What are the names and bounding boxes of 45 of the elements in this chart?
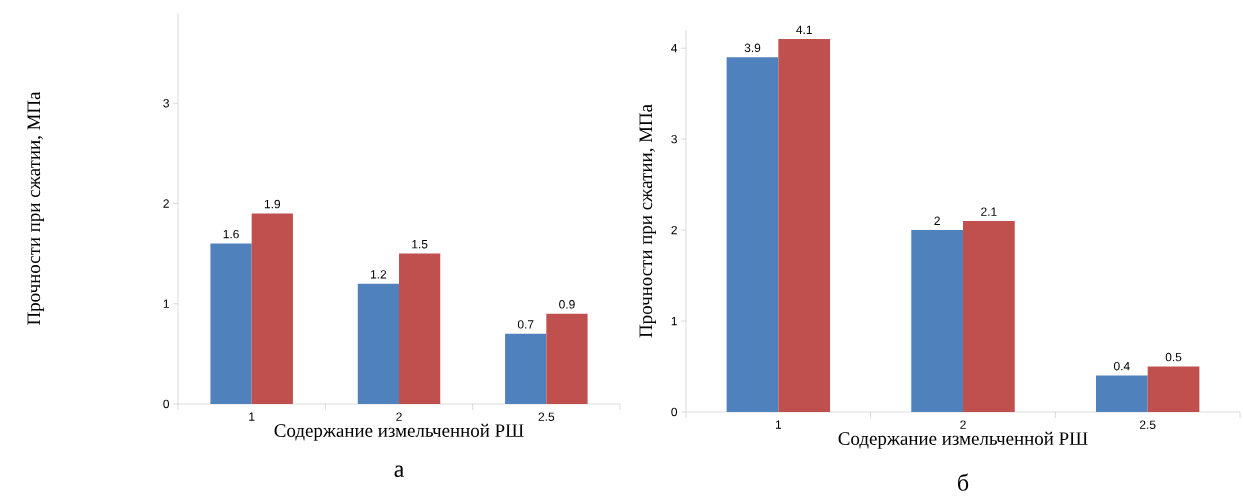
y-tick-label: 2 [163, 199, 169, 208]
x-tick-label: 1 [775, 420, 782, 429]
data-label: 4.1 [796, 25, 812, 34]
data-label: 0.9 [559, 300, 575, 309]
data-label: 3.9 [744, 43, 761, 53]
x-axis-title: Содержание измельченной РШ [274, 423, 524, 441]
text: б [958, 473, 969, 491]
y-tick-label: 4 [671, 44, 678, 53]
y-axis-title: Прочности при сжатии, МПа [27, 91, 44, 325]
x-axis-title: Содержание измельченной РШ [838, 431, 1088, 449]
bar [505, 333, 547, 404]
bar [726, 57, 779, 412]
bar [251, 213, 293, 404]
y-tick-label: 1 [163, 299, 169, 308]
x-tick-label: 2 [960, 420, 966, 429]
y-tick-label: 0 [671, 407, 678, 417]
data-label: 0.7 [517, 320, 534, 329]
bar [399, 253, 441, 404]
y-axis-title: Прочности при сжатии, МПа [639, 104, 656, 338]
bar [546, 313, 588, 404]
data-label: 1.9 [264, 199, 281, 209]
x-tick-label: 2 [396, 412, 402, 421]
data-label: 0.5 [1165, 352, 1182, 362]
text: а [394, 465, 404, 477]
data-label: 1.6 [223, 229, 239, 239]
data-label: 2.1 [981, 207, 997, 216]
bar [210, 243, 252, 404]
y-tick-label: 3 [671, 134, 677, 144]
bar [911, 230, 964, 412]
bar [778, 39, 831, 412]
bar [1147, 366, 1200, 412]
data-label: 1.2 [370, 270, 387, 279]
y-tick-label: 1 [671, 316, 677, 326]
bar [963, 220, 1015, 412]
x-tick-label: 1 [249, 412, 255, 421]
bar [357, 283, 400, 404]
data-label: 0.4 [1113, 361, 1130, 371]
data-label: 2 [934, 216, 940, 225]
y-tick-label: 0 [163, 399, 170, 409]
data-label: 1.5 [412, 240, 428, 249]
x-tick-label: 2.5 [538, 412, 555, 421]
y-tick-label: 2 [671, 225, 677, 235]
x-tick-label: 2.5 [1139, 420, 1156, 429]
y-tick-label: 3 [163, 98, 169, 108]
bar [1095, 375, 1148, 412]
